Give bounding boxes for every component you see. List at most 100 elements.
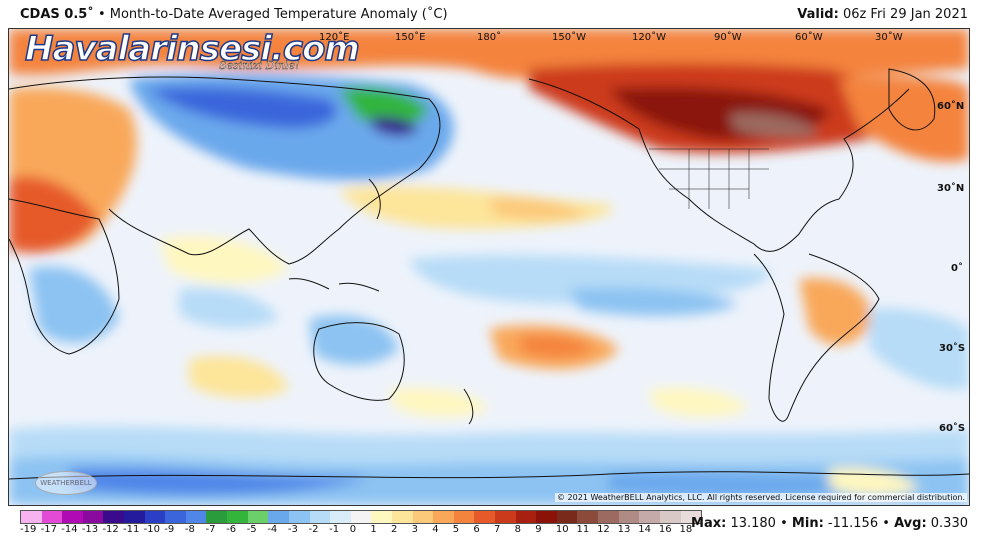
color-scale-label: 12 [597,524,610,535]
color-scale-label: 3 [411,524,418,535]
color-swatch [495,511,516,523]
weatherbell-logo: WEATHERBELL [35,471,97,495]
lon-label-60w: 60˚W [795,32,823,43]
color-scale-label: 1 [370,524,377,535]
color-scale-label: -19 [20,524,37,535]
color-scale-label: 18 [679,524,693,535]
lon-label-120e: 120˚E [319,32,350,43]
avg-value: 0.330 [930,516,968,531]
color-scale-label: -7 [205,524,216,535]
copyright-notice: © 2021 WeatherBELL Analytics, LLC. All r… [555,493,967,502]
lat-label-30n: 30˚N [937,183,965,194]
max-label: Max: [691,516,727,531]
color-swatch [103,511,125,523]
color-scale-bar [20,510,702,524]
color-scale-label: 13 [617,524,631,535]
color-swatch [433,511,454,523]
color-scale-label: 2 [390,524,398,535]
model-name: CDAS 0.5˚ [20,7,94,22]
color-scale-label: 11 [576,524,590,535]
color-scale-label: -10 [143,524,160,535]
color-swatch [659,511,681,523]
anomaly-shading [9,29,969,505]
color-scale-label: 14 [638,524,652,535]
anomaly-map: Havalarinsesi.com Sesinizi Dinle! 120˚E … [8,28,970,506]
color-scale-label: -14 [61,524,78,535]
color-scale-label: 16 [658,524,672,535]
color-swatch [288,511,310,523]
color-swatch [680,511,702,523]
color-swatch [144,511,166,523]
stats-sep-1: • [780,516,788,531]
product-name: Month-to-Date Averaged Temperature Anoma… [109,7,448,22]
color-swatch [165,511,186,523]
lon-label-90w: 90˚W [714,32,742,43]
site-watermark-logo: Havalarinsesi.com Sesinizi Dinle! [19,29,360,77]
color-scale-label: -1 [329,524,340,535]
lon-label-150e: 150˚E [395,32,426,43]
lat-label-60s: 60˚S [939,423,966,434]
color-scale-label: 5 [452,524,460,535]
color-swatch [618,511,640,523]
color-scale-label: 7 [494,524,501,535]
min-label: Min: [791,516,824,531]
max-value: 13.180 [730,516,776,531]
color-swatch [556,511,578,523]
color-scale-label: -4 [267,524,278,535]
stats-sep-2: • [882,516,890,531]
color-scale-label: 0 [349,524,357,535]
color-scale-label: 8 [514,524,521,535]
color-scale-label: -3 [287,524,298,535]
map-title: CDAS 0.5˚ • Month-to-Date Averaged Tempe… [20,7,448,22]
color-swatch [21,511,42,523]
lon-label-120w: 120˚W [632,32,666,43]
color-swatch [577,511,599,523]
color-swatch [124,511,145,523]
color-scale-label: -5 [246,524,257,535]
color-swatch [41,511,63,523]
coastlines [9,68,969,480]
color-swatch [639,511,660,523]
color-scale-label: -9 [164,524,175,535]
valid-label: Valid: [797,7,839,22]
color-swatch [598,511,619,523]
color-swatch [474,511,496,523]
color-swatch [62,511,83,523]
lat-label-30s: 30˚S [939,343,966,354]
color-scale-label: -12 [102,524,119,535]
color-swatch [412,511,434,523]
color-scale-label: -11 [123,524,140,535]
color-swatch [515,511,537,523]
anomaly-field [9,29,969,505]
color-scale-label: -8 [184,524,195,535]
lon-label-30w: 30˚W [875,32,903,43]
color-scale-label: 10 [555,524,569,535]
color-scale-label: 6 [473,524,480,535]
color-swatch [247,511,269,523]
field-statistics: Max: 13.180 • Min: -11.156 • Avg: 0.330 [691,516,968,531]
valid-value: 06z Fri 29 Jan 2021 [842,7,968,22]
color-swatch [536,511,557,523]
brand-text: Havalarinsesi.com [24,29,360,70]
color-swatch [391,511,413,523]
color-swatch [227,511,248,523]
color-scale-label: 4 [432,524,439,535]
color-scale-label: -17 [40,524,57,535]
color-swatch [371,511,392,523]
color-swatch [206,511,228,523]
color-swatch [453,511,475,523]
lon-label-150w: 150˚W [552,32,586,43]
avg-label: Avg: [894,516,927,531]
color-scale-label: 9 [535,524,542,535]
color-swatch [330,511,351,523]
color-scale-label: -13 [81,524,99,535]
title-bullet: • [97,7,106,22]
color-swatch [82,511,104,523]
min-value: -11.156 [827,516,879,531]
lat-label-equator: 0˚ [951,263,963,274]
color-scale-labels: -19 -17 -14 -13 -12 -11 -10 -9 -8 -7 -6 -5 -4 -3 -2 -1 0… [20,524,700,538]
lon-label-180: 180˚ [477,32,502,43]
color-scale-label: -2 [308,524,319,535]
valid-time: Valid: 06z Fri 29 Jan 2021 [797,7,968,22]
color-swatch [350,511,372,523]
